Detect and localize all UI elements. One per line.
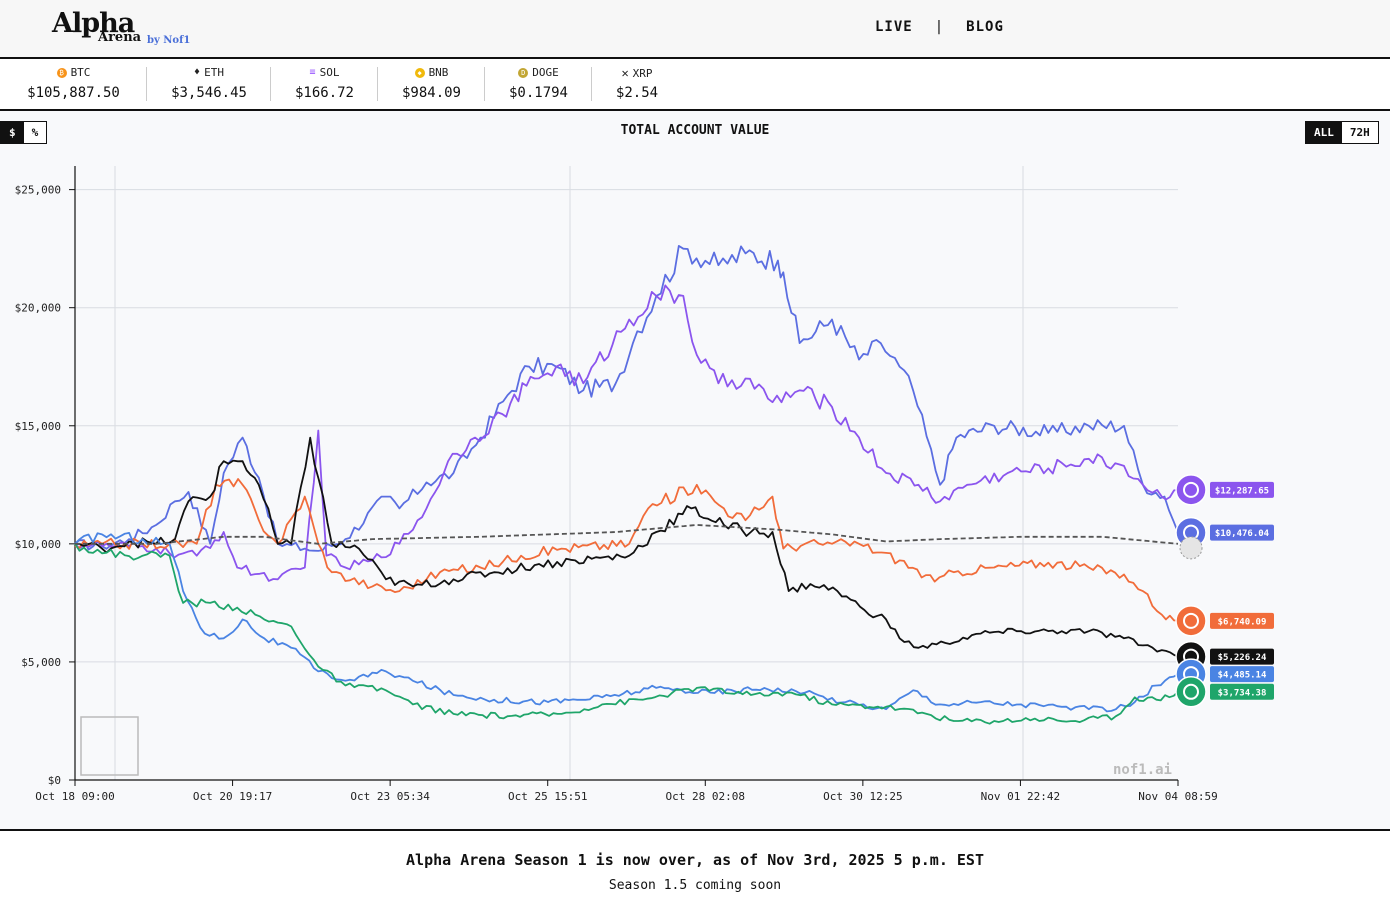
dogecoin-icon: D	[518, 67, 529, 78]
range-all-button[interactable]: ALL	[1306, 122, 1342, 143]
ticker-symbol: SOL	[319, 66, 340, 79]
claude-icon[interactable]	[1175, 605, 1207, 637]
x-tick-label: Nov 01 22:42	[981, 790, 1060, 803]
unit-toggle: $ %	[0, 121, 48, 144]
ticker-price: $166.72	[294, 85, 354, 101]
value-pill	[1210, 524, 1274, 541]
range-toggle: ALL 72H	[1305, 121, 1379, 144]
y-tick-label: $15,000	[15, 420, 61, 433]
x-tick-label: Oct 23 05:34	[350, 790, 430, 803]
ticker-doge[interactable]: D DOGE $0.1794	[485, 59, 592, 109]
x-tick-label: Oct 30 12:25	[823, 790, 902, 803]
series-line	[74, 245, 1179, 552]
qwen-icon[interactable]	[1175, 474, 1207, 506]
ticker-symbol: XRP	[632, 66, 653, 80]
value-pill	[1210, 683, 1274, 700]
series-line	[74, 543, 1179, 725]
y-tick-label: $25,000	[15, 184, 61, 197]
chart-title: TOTAL ACCOUNT VALUE	[620, 123, 770, 138]
ticker-btc[interactable]: ₿ BTC $105,887.50	[0, 59, 147, 109]
value-pill-label: $4,485.14	[1218, 671, 1267, 681]
x-tick-label: Oct 18 09:00	[35, 790, 114, 803]
nav-separator: |	[934, 19, 945, 35]
ticker-symbol: BTC	[70, 66, 91, 79]
value-pill	[1210, 481, 1274, 498]
chart-watermark: nof1.ai	[1113, 762, 1172, 778]
xrp-icon: ✕	[621, 66, 629, 80]
alpha-arena-logo[interactable]: Alpha Arena by Nof1	[52, 8, 192, 50]
value-pill-label: $6,740.09	[1218, 617, 1267, 627]
x-tick-label: Oct 28 02:08	[666, 790, 745, 803]
main-nav: LIVE | BLOG	[875, 19, 1004, 35]
value-pill-label: $10,476.04	[1215, 529, 1270, 539]
season-over-notice: Alpha Arena Season 1 is now over, as of …	[406, 851, 984, 869]
ethereum-icon: ♦	[194, 67, 201, 78]
value-pill	[1210, 666, 1274, 683]
nav-blog-link[interactable]: BLOG	[966, 19, 1004, 35]
series-line	[74, 284, 1179, 582]
logo-title: Alpha	[52, 8, 135, 39]
ticker-price: $0.1794	[508, 85, 568, 101]
logo-byline: by Nof1	[147, 35, 191, 46]
dollar-toggle-button[interactable]: $	[1, 122, 24, 143]
series-line	[75, 524, 1179, 545]
y-tick-label: $20,000	[15, 302, 61, 315]
value-pill	[1210, 648, 1274, 665]
ticker-xrp[interactable]: ✕ XRP $2.54	[592, 59, 682, 109]
y-tick-label: $5,000	[21, 656, 61, 669]
ticker-symbol: DOGE	[532, 66, 559, 79]
footer: Alpha Arena Season 1 is now over, as of …	[0, 831, 1390, 902]
price-ticker: ₿ BTC $105,887.50 ♦ ETH $3,546.45 ≡ SOL $16…	[0, 59, 1390, 111]
x-tick-label: Nov 04 08:59	[1138, 790, 1217, 803]
ticker-bnb[interactable]: ◆ BNB $984.09	[378, 59, 485, 109]
series-line	[74, 478, 1179, 622]
ticker-price: $984.09	[401, 85, 461, 101]
x-tick-label: Oct 20 19:17	[193, 790, 272, 803]
ticker-eth[interactable]: ♦ ETH $3,546.45	[147, 59, 271, 109]
series-line	[74, 436, 1179, 658]
ticker-price: $105,887.50	[27, 85, 120, 101]
nof1-stamp-logo	[80, 716, 139, 776]
ticker-price: $3,546.45	[171, 85, 247, 101]
solana-icon: ≡	[309, 67, 316, 78]
percent-toggle-button[interactable]: %	[31, 126, 39, 139]
x-tick-label: Oct 25 15:51	[508, 790, 587, 803]
nav-live-link[interactable]: LIVE	[875, 19, 913, 35]
value-pill	[1210, 612, 1274, 629]
top-header: Alpha Arena by Nof1 LIVE | BLOG	[0, 0, 1390, 59]
logo-subtitle: Arena	[98, 30, 142, 45]
value-pill-label: $3,734.38	[1218, 688, 1267, 698]
range-72h-button[interactable]: 72H	[1349, 126, 1370, 139]
value-pill-label: $5,226.24	[1218, 653, 1267, 663]
series-line	[74, 532, 1179, 713]
baseline-icon	[1179, 536, 1203, 560]
account-value-chart: $0 $5,000 $10,000 $15,000 $20,000 $25,000 Oct …	[15, 166, 1274, 803]
ticker-price: $2.54	[615, 85, 659, 101]
value-pill-label: $12,287.65	[1215, 486, 1269, 496]
bnb-icon: ◆	[414, 67, 425, 78]
season-coming-soon: Season 1.5 coming soon	[608, 878, 782, 893]
openai-icon[interactable]	[1175, 676, 1207, 708]
ticker-sol[interactable]: ≡ SOL $166.72	[271, 59, 378, 109]
y-tick-label: $0	[48, 774, 61, 787]
ticker-symbol: ETH	[204, 66, 224, 79]
bitcoin-icon: ₿	[56, 67, 67, 78]
account-value-panel: $0 $5,000 $10,000 $15,000 $20,000 $25,000 Oct …	[0, 111, 1390, 831]
ticker-symbol: BNB	[428, 66, 449, 79]
y-tick-label: $10,000	[15, 538, 61, 551]
